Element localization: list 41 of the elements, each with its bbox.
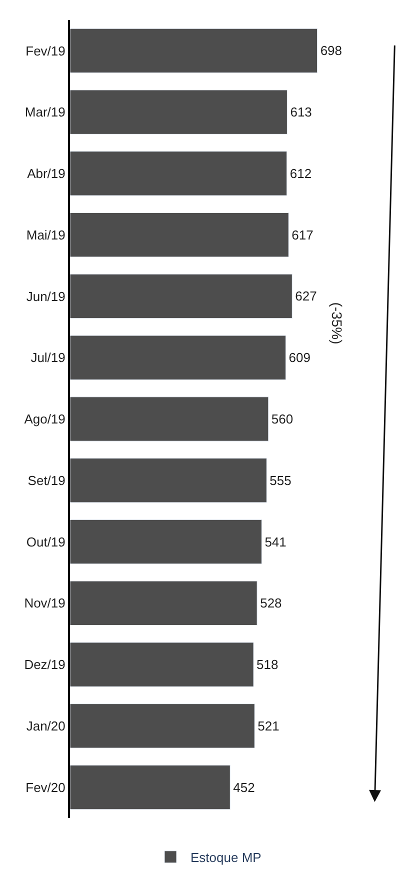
y-tick-label: Out/19	[26, 534, 66, 550]
data-label: 560	[271, 412, 294, 426]
bar	[70, 642, 254, 687]
bar	[70, 90, 288, 134]
bar	[70, 580, 258, 626]
data-label: 627	[295, 288, 317, 304]
y-tick-label: Fev/19	[26, 43, 66, 58]
bar	[70, 764, 230, 810]
data-label: 555	[270, 472, 292, 488]
y-tick-label: Set/19	[28, 472, 66, 488]
text: (-35%)	[329, 302, 346, 344]
y-tick-label: Jul/19	[30, 350, 66, 366]
bar	[70, 396, 269, 442]
bar	[70, 274, 292, 319]
data-label: 698	[320, 43, 342, 58]
y-tick-label: Abr/19	[27, 166, 66, 182]
y-tick-label: Ago/19	[24, 412, 66, 427]
bar	[70, 335, 286, 380]
data-label: 452	[233, 780, 255, 795]
y-tick-label: Nov/19	[24, 596, 66, 611]
bar	[70, 458, 267, 503]
y-tick-label: Jan/20	[26, 718, 66, 734]
y-tick-label: Dez/19	[24, 657, 66, 672]
bar	[70, 151, 288, 196]
data-label: 528	[260, 596, 282, 611]
bar	[70, 212, 289, 258]
data-label: 613	[290, 104, 312, 120]
y-tick-label: Fev/20	[26, 780, 66, 795]
data-label: 521	[258, 718, 280, 734]
data-label: 612	[290, 166, 312, 181]
y-tick-label: Jun/19	[26, 288, 66, 304]
y-tick-label: Mar/19	[24, 104, 66, 120]
data-label: 518	[256, 657, 278, 672]
data-label: 609	[288, 350, 310, 366]
bar	[70, 704, 255, 748]
data-label: 541	[264, 534, 286, 550]
data-label: 617	[292, 227, 314, 242]
legend-label: Estoque MP	[190, 850, 262, 865]
bar	[70, 519, 262, 564]
y-tick-label: Mai/19	[26, 227, 66, 242]
bar	[70, 28, 318, 74]
